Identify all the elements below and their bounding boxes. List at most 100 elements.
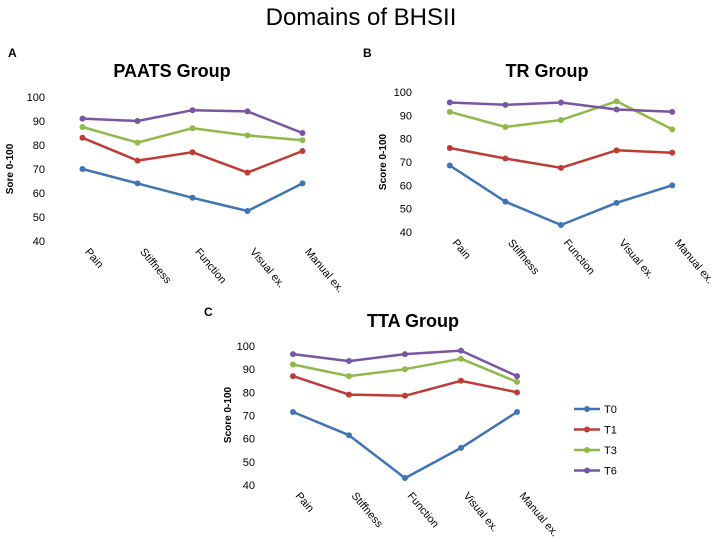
y-axis-label: Sore 0-100: [5, 143, 16, 194]
legend-label-t0: T0: [604, 404, 617, 416]
data-point-t6: [134, 118, 141, 124]
data-point-t0: [134, 180, 141, 187]
data-point-t1: [402, 392, 408, 399]
y-tick-label: 40: [243, 480, 255, 492]
y-tick-label: 80: [33, 140, 45, 152]
data-point-t3: [299, 137, 306, 144]
y-tick-label: 80: [243, 387, 255, 399]
y-tick-label: 100: [394, 87, 412, 99]
data-point-t3: [244, 132, 251, 139]
data-point-t0: [402, 475, 408, 482]
y-tick-label: 90: [400, 110, 412, 122]
data-point-t0: [502, 198, 509, 205]
y-tick-label: 100: [27, 92, 45, 104]
data-point-t0: [79, 166, 86, 172]
data-point-t6: [669, 108, 676, 115]
chart-title: TR Group: [506, 61, 589, 81]
data-point-t3: [189, 125, 196, 132]
data-point-t6: [514, 373, 520, 380]
legend-marker-t3: [584, 447, 590, 453]
data-point-t3: [669, 126, 676, 133]
data-point-t3: [134, 139, 141, 146]
panel-label-b: B: [363, 46, 372, 60]
legend-label-t3: T3: [604, 445, 617, 457]
data-point-t1: [189, 149, 196, 156]
data-point-t1: [346, 391, 352, 398]
data-point-t6: [558, 99, 564, 106]
data-point-t0: [613, 199, 620, 206]
data-point-t1: [79, 134, 86, 141]
data-point-t0: [558, 222, 564, 228]
data-point-t3: [446, 108, 453, 115]
data-point-t6: [244, 108, 251, 115]
data-point-t6: [346, 358, 352, 365]
data-point-t6: [502, 101, 509, 108]
y-tick-label: 40: [400, 227, 412, 239]
data-point-t3: [502, 124, 509, 130]
data-point-t0: [189, 194, 196, 201]
data-point-t3: [514, 378, 520, 385]
data-point-t6: [290, 351, 296, 358]
data-point-t6: [189, 107, 196, 114]
data-point-t1: [514, 389, 520, 396]
data-point-t1: [669, 149, 676, 156]
y-axis-label: Score 0-100: [223, 386, 234, 443]
data-point-t3: [458, 355, 464, 362]
y-tick-label: 70: [33, 164, 45, 176]
data-point-t0: [669, 182, 676, 189]
y-tick-label: 90: [33, 116, 45, 128]
data-point-t0: [346, 432, 352, 439]
legend-marker-t6: [584, 467, 590, 474]
y-tick-label: 70: [400, 157, 412, 169]
data-point-t6: [402, 351, 408, 358]
data-point-t6: [458, 347, 464, 354]
figure-title: Domains of BHSII: [265, 4, 457, 31]
data-point-t1: [290, 373, 296, 380]
legend-label-t6: T6: [604, 466, 617, 478]
panel-label-c: C: [204, 305, 213, 319]
y-tick-label: 50: [33, 212, 45, 224]
data-point-t0: [514, 409, 520, 416]
chart-title: PAATS Group: [113, 61, 230, 81]
legend-marker-t1: [584, 426, 590, 433]
panel-label-a: A: [8, 46, 17, 60]
data-point-t1: [244, 169, 251, 176]
y-tick-label: 60: [243, 434, 255, 446]
data-point-t3: [346, 373, 352, 380]
y-tick-label: 90: [243, 364, 255, 376]
data-point-t6: [446, 99, 453, 106]
y-axis-label: Score 0-100: [378, 133, 389, 190]
data-point-t0: [458, 444, 464, 451]
y-tick-label: 70: [243, 411, 255, 423]
legend-marker-t0: [584, 406, 590, 412]
data-point-t0: [290, 409, 296, 416]
data-point-t6: [79, 115, 86, 122]
data-point-t1: [502, 155, 509, 162]
y-tick-label: 100: [237, 341, 255, 353]
y-tick-label: 40: [33, 236, 45, 248]
y-tick-label: 50: [400, 204, 412, 216]
data-point-t3: [613, 98, 620, 105]
data-point-t1: [446, 145, 453, 151]
data-point-t3: [290, 361, 296, 368]
data-point-t1: [299, 148, 306, 154]
y-tick-label: 50: [243, 457, 255, 469]
y-tick-label: 60: [400, 180, 412, 192]
data-point-t0: [446, 162, 453, 169]
chart-title: TTA Group: [367, 311, 459, 331]
data-point-t1: [613, 147, 620, 154]
data-point-t1: [558, 164, 564, 171]
data-point-t3: [79, 124, 86, 130]
data-point-t3: [558, 117, 564, 123]
data-point-t0: [244, 208, 251, 214]
data-point-t1: [458, 377, 464, 384]
y-tick-label: 60: [33, 188, 45, 200]
data-point-t0: [299, 180, 306, 187]
data-point-t6: [613, 106, 620, 113]
y-tick-label: 80: [400, 134, 412, 146]
